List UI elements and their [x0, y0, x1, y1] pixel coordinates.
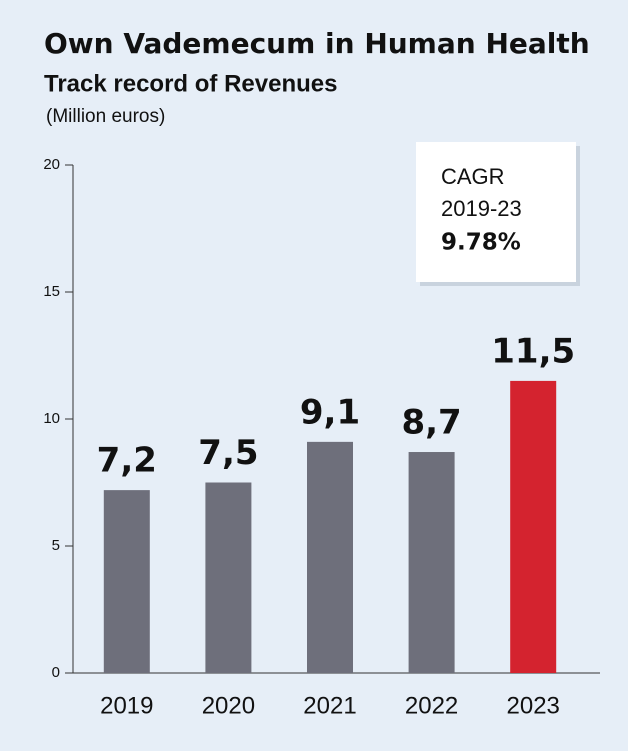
x-tick-label: 2020	[202, 692, 255, 719]
annotation-value: 9.78%	[441, 230, 521, 256]
bar	[307, 441, 353, 673]
value-label: 7,5	[198, 433, 258, 473]
bar	[103, 490, 150, 673]
bar	[510, 380, 557, 673]
bar	[408, 452, 455, 673]
value-label: 9,1	[300, 392, 360, 432]
x-tick-label: 2022	[405, 692, 458, 719]
y-tick-label: 20	[43, 156, 60, 173]
value-label: 8,7	[401, 403, 461, 443]
value-label: 11,5	[491, 331, 575, 371]
y-tick-label: 15	[43, 283, 60, 300]
x-tick-label: 2021	[303, 692, 356, 719]
annotation-box	[416, 142, 576, 282]
y-tick-label: 0	[52, 664, 60, 681]
chart-title: Own Vademecum in Human Health	[44, 27, 590, 60]
y-tick-label: 10	[43, 410, 60, 427]
x-tick-label: 2023	[507, 692, 560, 719]
bar	[205, 482, 252, 673]
annotation-line: 2019-23	[441, 196, 522, 221]
x-tick-label: 2019	[100, 692, 153, 719]
unit-label: (Million euros)	[46, 106, 165, 127]
annotation-line: CAGR	[441, 164, 505, 189]
chart-subtitle: Track record of Revenues	[44, 70, 337, 97]
value-label: 7,2	[97, 441, 157, 481]
y-tick-label: 5	[52, 537, 60, 554]
